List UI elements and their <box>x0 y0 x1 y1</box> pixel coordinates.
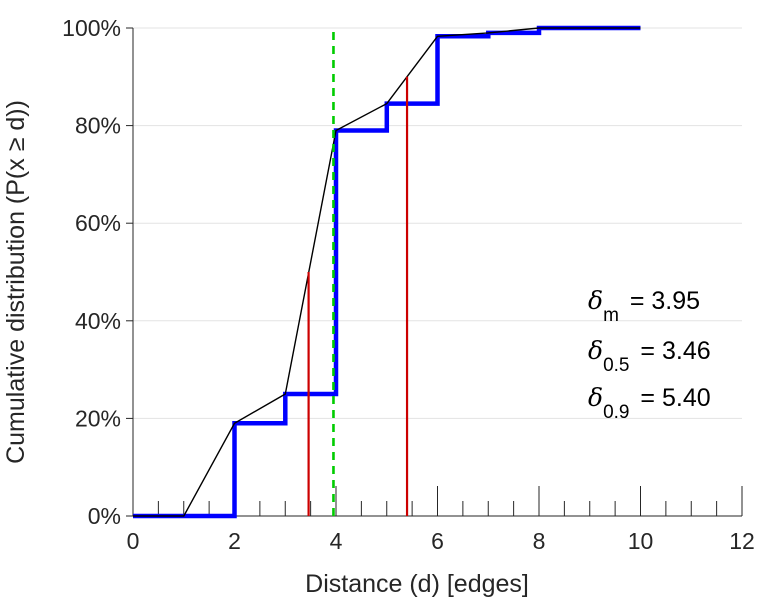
x-tick-label: 12 <box>729 528 755 554</box>
y-tick-label: 0% <box>88 503 121 529</box>
stat-median: δ0.5 = 3.46 <box>588 336 711 376</box>
y-tick-label: 80% <box>75 113 121 139</box>
x-tick-label: 8 <box>533 528 546 554</box>
y-tick-label: 100% <box>62 15 121 41</box>
stat-mean-symbol: δ <box>588 286 603 315</box>
x-tick-label: 4 <box>330 528 343 554</box>
stat-p90-symbol: δ <box>588 383 603 412</box>
stat-mean: δm = 3.95 <box>588 286 700 326</box>
x-tick-label: 6 <box>431 528 444 554</box>
x-tick-label: 10 <box>628 528 654 554</box>
axes <box>126 27 743 517</box>
x-axis-title: Distance (d) [edges] <box>305 570 529 598</box>
series <box>133 25 641 519</box>
y-axis-title: Cumulative distribution (P(x ≥ d)) <box>2 100 30 464</box>
y-tick-label: 60% <box>75 210 121 236</box>
stat-mean-subscript: m <box>603 305 619 326</box>
grid-lines <box>133 27 742 419</box>
y-tick-label: 20% <box>75 405 121 431</box>
vertical-markers <box>307 28 409 516</box>
stat-mean-value: = 3.95 <box>623 287 700 315</box>
stat-median-value: = 3.46 <box>633 337 710 365</box>
series-interp-line <box>133 27 641 517</box>
stat-p90: δ0.9 = 5.40 <box>588 383 711 423</box>
x-tick-label: 2 <box>228 528 241 554</box>
statistics-annotation: δm = 3.95 δ0.5 = 3.46 δ0.9 = 5.40 <box>588 286 711 423</box>
y-tick-label: 40% <box>75 308 121 334</box>
stat-p90-subscript: 0.9 <box>603 402 629 423</box>
stat-median-symbol: δ <box>588 336 603 365</box>
tick-labels: 0% 20% 40% 60% 80% 100% 0 2 4 6 8 10 12 <box>62 15 755 554</box>
series-step-line <box>133 25 641 519</box>
stat-p90-value: = 5.40 <box>633 384 710 412</box>
x-tick-label: 0 <box>127 528 140 554</box>
stat-median-subscript: 0.5 <box>603 355 629 376</box>
